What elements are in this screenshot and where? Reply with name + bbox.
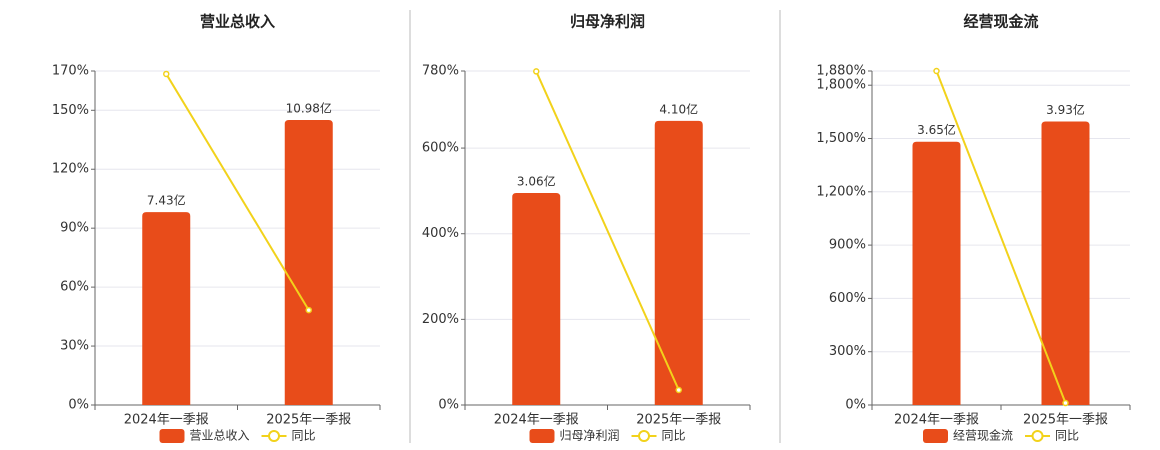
bar [912, 141, 961, 405]
legend-swatch [923, 429, 948, 443]
legend-label: 同比 [292, 429, 316, 443]
line-point [1062, 399, 1069, 407]
value-label: 7.43亿 [147, 193, 186, 208]
x-tick-label: 2025年一季报 [636, 413, 721, 428]
value-label: 4.10亿 [659, 101, 698, 116]
y-tick-label: 0% [68, 398, 89, 413]
legend-label: 同比 [1055, 429, 1079, 443]
x-tick-label: 2024年一季报 [894, 413, 979, 428]
y-tick-label: 780% [422, 64, 459, 79]
x-tick-label: 2025年一季报 [266, 413, 351, 428]
value-label: 3.06亿 [517, 173, 556, 188]
line-point [933, 67, 940, 75]
y-tick-label: 1,800% [816, 78, 866, 93]
y-tick-label: 300% [829, 344, 866, 359]
legend-label: 同比 [662, 429, 686, 443]
legend-swatch [159, 429, 185, 443]
line [535, 71, 680, 391]
line-point [163, 70, 170, 78]
legend-swatch [268, 430, 281, 442]
y-tick-label: 30% [60, 339, 89, 354]
line-point [675, 386, 682, 394]
bar [512, 192, 561, 405]
legend-swatch [529, 429, 555, 443]
y-tick-label: 1,200% [816, 184, 866, 199]
value-label: 3.93亿 [1046, 102, 1085, 117]
legend-label: 归母净利润 [560, 429, 620, 443]
x-tick-label: 2024年一季报 [494, 413, 579, 428]
y-tick-label: 150% [52, 103, 89, 118]
value-label: 10.98亿 [286, 101, 332, 116]
x-tick-label: 2024年一季报 [124, 413, 209, 428]
bar [284, 120, 333, 405]
y-tick-label: 600% [422, 141, 459, 156]
chart-title: 营业总收入 [200, 13, 275, 31]
line [165, 73, 310, 311]
y-tick-label: 60% [60, 280, 89, 295]
value-label: 3.65亿 [917, 122, 956, 137]
y-tick-label: 0% [845, 398, 866, 413]
y-tick-label: 1,500% [816, 131, 866, 146]
y-tick-label: 1,880% [816, 64, 866, 79]
x-tick-label: 2025年一季报 [1023, 413, 1108, 428]
line-point [305, 306, 312, 314]
y-tick-label: 0% [438, 398, 459, 413]
y-tick-label: 90% [60, 221, 89, 236]
chart-title: 归母净利润 [570, 13, 645, 31]
bar [142, 212, 191, 405]
legend-swatch [638, 430, 651, 442]
y-tick-label: 400% [422, 226, 459, 241]
y-tick-label: 200% [422, 312, 459, 327]
y-tick-label: 900% [829, 238, 866, 253]
y-tick-label: 120% [52, 162, 89, 177]
bar [1041, 121, 1090, 405]
line [935, 70, 1067, 404]
line-point [533, 68, 540, 75]
y-tick-label: 170% [52, 64, 89, 79]
y-tick-label: 600% [829, 291, 866, 306]
chart-title: 经营现金流 [963, 13, 1038, 31]
legend-label: 经营现金流 [953, 428, 1013, 443]
legend-swatch [1031, 430, 1044, 442]
bar [654, 120, 703, 405]
legend-label: 营业总收入 [190, 429, 250, 443]
